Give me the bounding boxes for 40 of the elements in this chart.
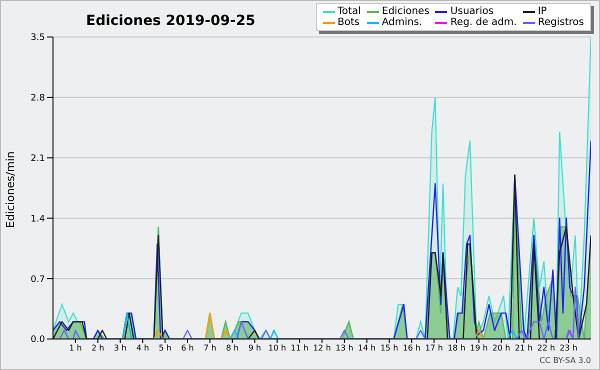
x-tick-label: 14 h [358,344,376,353]
legend-label: Bots [338,17,360,28]
x-tick-label: 7 h [204,344,216,353]
x-tick-label: 5 h [158,344,172,353]
x-tick-label: 17 h [425,344,443,353]
x-tick-label: 13 h [336,344,354,353]
y-axis-title: Ediciones/min [4,151,17,228]
x-tick-label: 23 h [560,344,578,353]
x-tick-label: 18 h [448,344,466,353]
x-tick-label: 2 h [91,344,104,353]
x-tick-label: 4 h [136,344,150,353]
chart-title: Ediciones 2019-09-25 [86,13,256,29]
x-tick-label: 3 h [114,344,127,353]
x-tick-label: 1 h [69,344,82,353]
x-tick-label: 8 h [226,344,239,353]
x-tick-label: 10 h [268,344,286,353]
x-tick-label: 22 h [537,344,556,353]
x-tick-label: 20 h [492,344,510,353]
x-tick-label: 6 h [181,344,194,353]
legend-label: Usuarios [450,6,494,17]
x-tick-label: 11 h [290,344,308,353]
x-tick-label: 21 h [514,344,533,353]
x-tick-label: 19 h [470,344,488,353]
legend-label: Ediciones [382,6,430,17]
legend-label: Total [338,6,361,17]
y-tick-label: 0.0 [30,335,46,346]
legend-label: Registros [538,17,584,28]
legend-label: Admins. [382,17,422,28]
y-tick-label: 3.5 [30,33,45,44]
x-tick-label: 16 h [402,344,421,353]
legend-label: Reg. de adm. [450,17,517,28]
x-tick-label: 12 h [313,344,331,353]
y-tick-label: 0.7 [30,274,45,285]
y-tick-label: 2.8 [30,94,46,104]
y-tick-label: 2.1 [30,154,45,164]
y-tick-label: 1.4 [30,214,46,224]
x-tick-label: 9 h [248,344,262,353]
legend-label: IP [538,6,547,17]
text: CC BY-SA 3.0 [539,356,591,365]
x-tick-label: 15 h [380,344,398,353]
